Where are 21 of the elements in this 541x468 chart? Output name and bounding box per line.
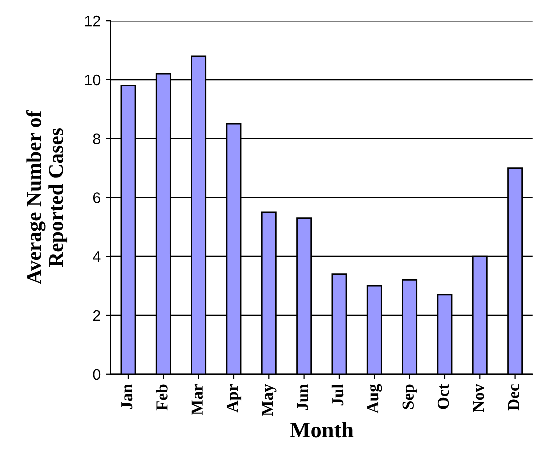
x-tick-label: Dec <box>508 384 520 411</box>
x-tick-label: Sep <box>402 384 418 410</box>
y-axis-title: Average Number of Reported Cases <box>26 110 68 285</box>
y-tick-label: 4 <box>93 252 101 262</box>
x-tick-label: Nov <box>473 384 484 413</box>
x-tick-label: Apr <box>226 384 242 413</box>
x-tick-label: Feb <box>156 384 168 411</box>
x-tick-label: Aug <box>368 384 382 414</box>
x-tick-label: Mar <box>192 384 203 416</box>
x-tick-label: Jan <box>122 384 133 410</box>
x-tick-label: Jun <box>297 384 309 410</box>
y-tick-label: 10 <box>85 74 101 86</box>
y-tick-label: 0 <box>93 369 101 380</box>
y-tick-label: 12 <box>85 16 100 27</box>
y-tick-label: 2 <box>93 310 100 322</box>
x-tick-label: Jul <box>332 384 344 406</box>
x-tick-label: May <box>262 384 277 416</box>
x-tick-label: Oct <box>438 384 450 410</box>
y-tick-label: 6 <box>93 192 101 204</box>
x-axis-title: Month <box>290 422 354 438</box>
y-tick-label: 8 <box>93 134 101 145</box>
